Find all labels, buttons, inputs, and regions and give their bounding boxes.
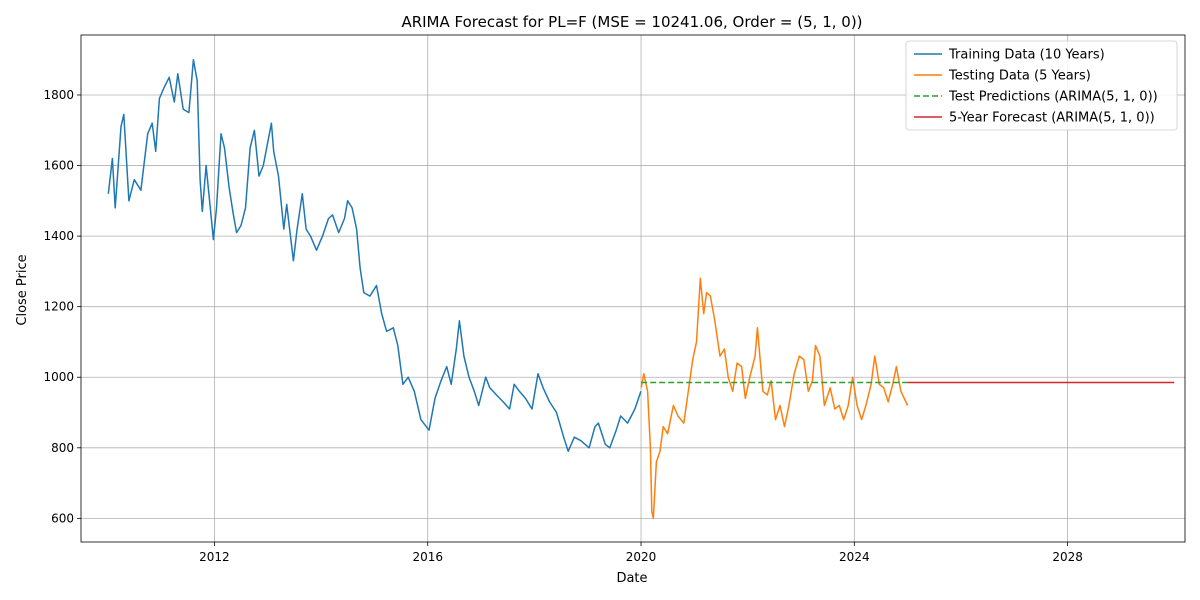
axes: 2012 2016 2020 2024 2028 600 800 1000 1200 1400 16… [43,88,1082,564]
y-tick-label: 800 [51,441,74,455]
training-data-line [107,58,642,453]
legend-label: 5-Year Forecast (ARIMA(5, 1, 0)) [949,111,1155,126]
chart-title: ARIMA Forecast for PL=F (MSE = 10241.06,… [401,13,862,31]
y-tick-label: 1000 [43,370,74,384]
legend-label: Testing Data (5 Years) [948,69,1091,84]
y-tick-label: 1800 [43,88,74,102]
legend-box [905,40,1178,131]
legend-label: Test Predictions (ARIMA(5, 1, 0)) [948,90,1158,105]
y-tick-label: 1600 [43,159,74,173]
x-tick-label: 2024 [839,550,870,564]
grid [81,35,1185,542]
legend-label: Training Data (10 Years) [948,48,1105,63]
x-tick-label: 2028 [1052,550,1083,564]
x-axis-label: Date [616,571,647,586]
x-tick-label: 2020 [626,550,657,564]
x-tick-label: 2012 [199,550,230,564]
y-tick-label: 600 [51,511,74,525]
x-tick-label: 2016 [412,550,443,564]
y-tick-label: 1400 [43,229,74,243]
plot-frame [80,34,1186,543]
testing-data-line [640,277,909,520]
y-tick-label: 1200 [43,300,74,314]
series-layer [107,58,1175,520]
y-axis-label: Close Price [15,254,30,325]
legend: Training Data (10 Years) Testing Data (5 … [905,40,1178,131]
